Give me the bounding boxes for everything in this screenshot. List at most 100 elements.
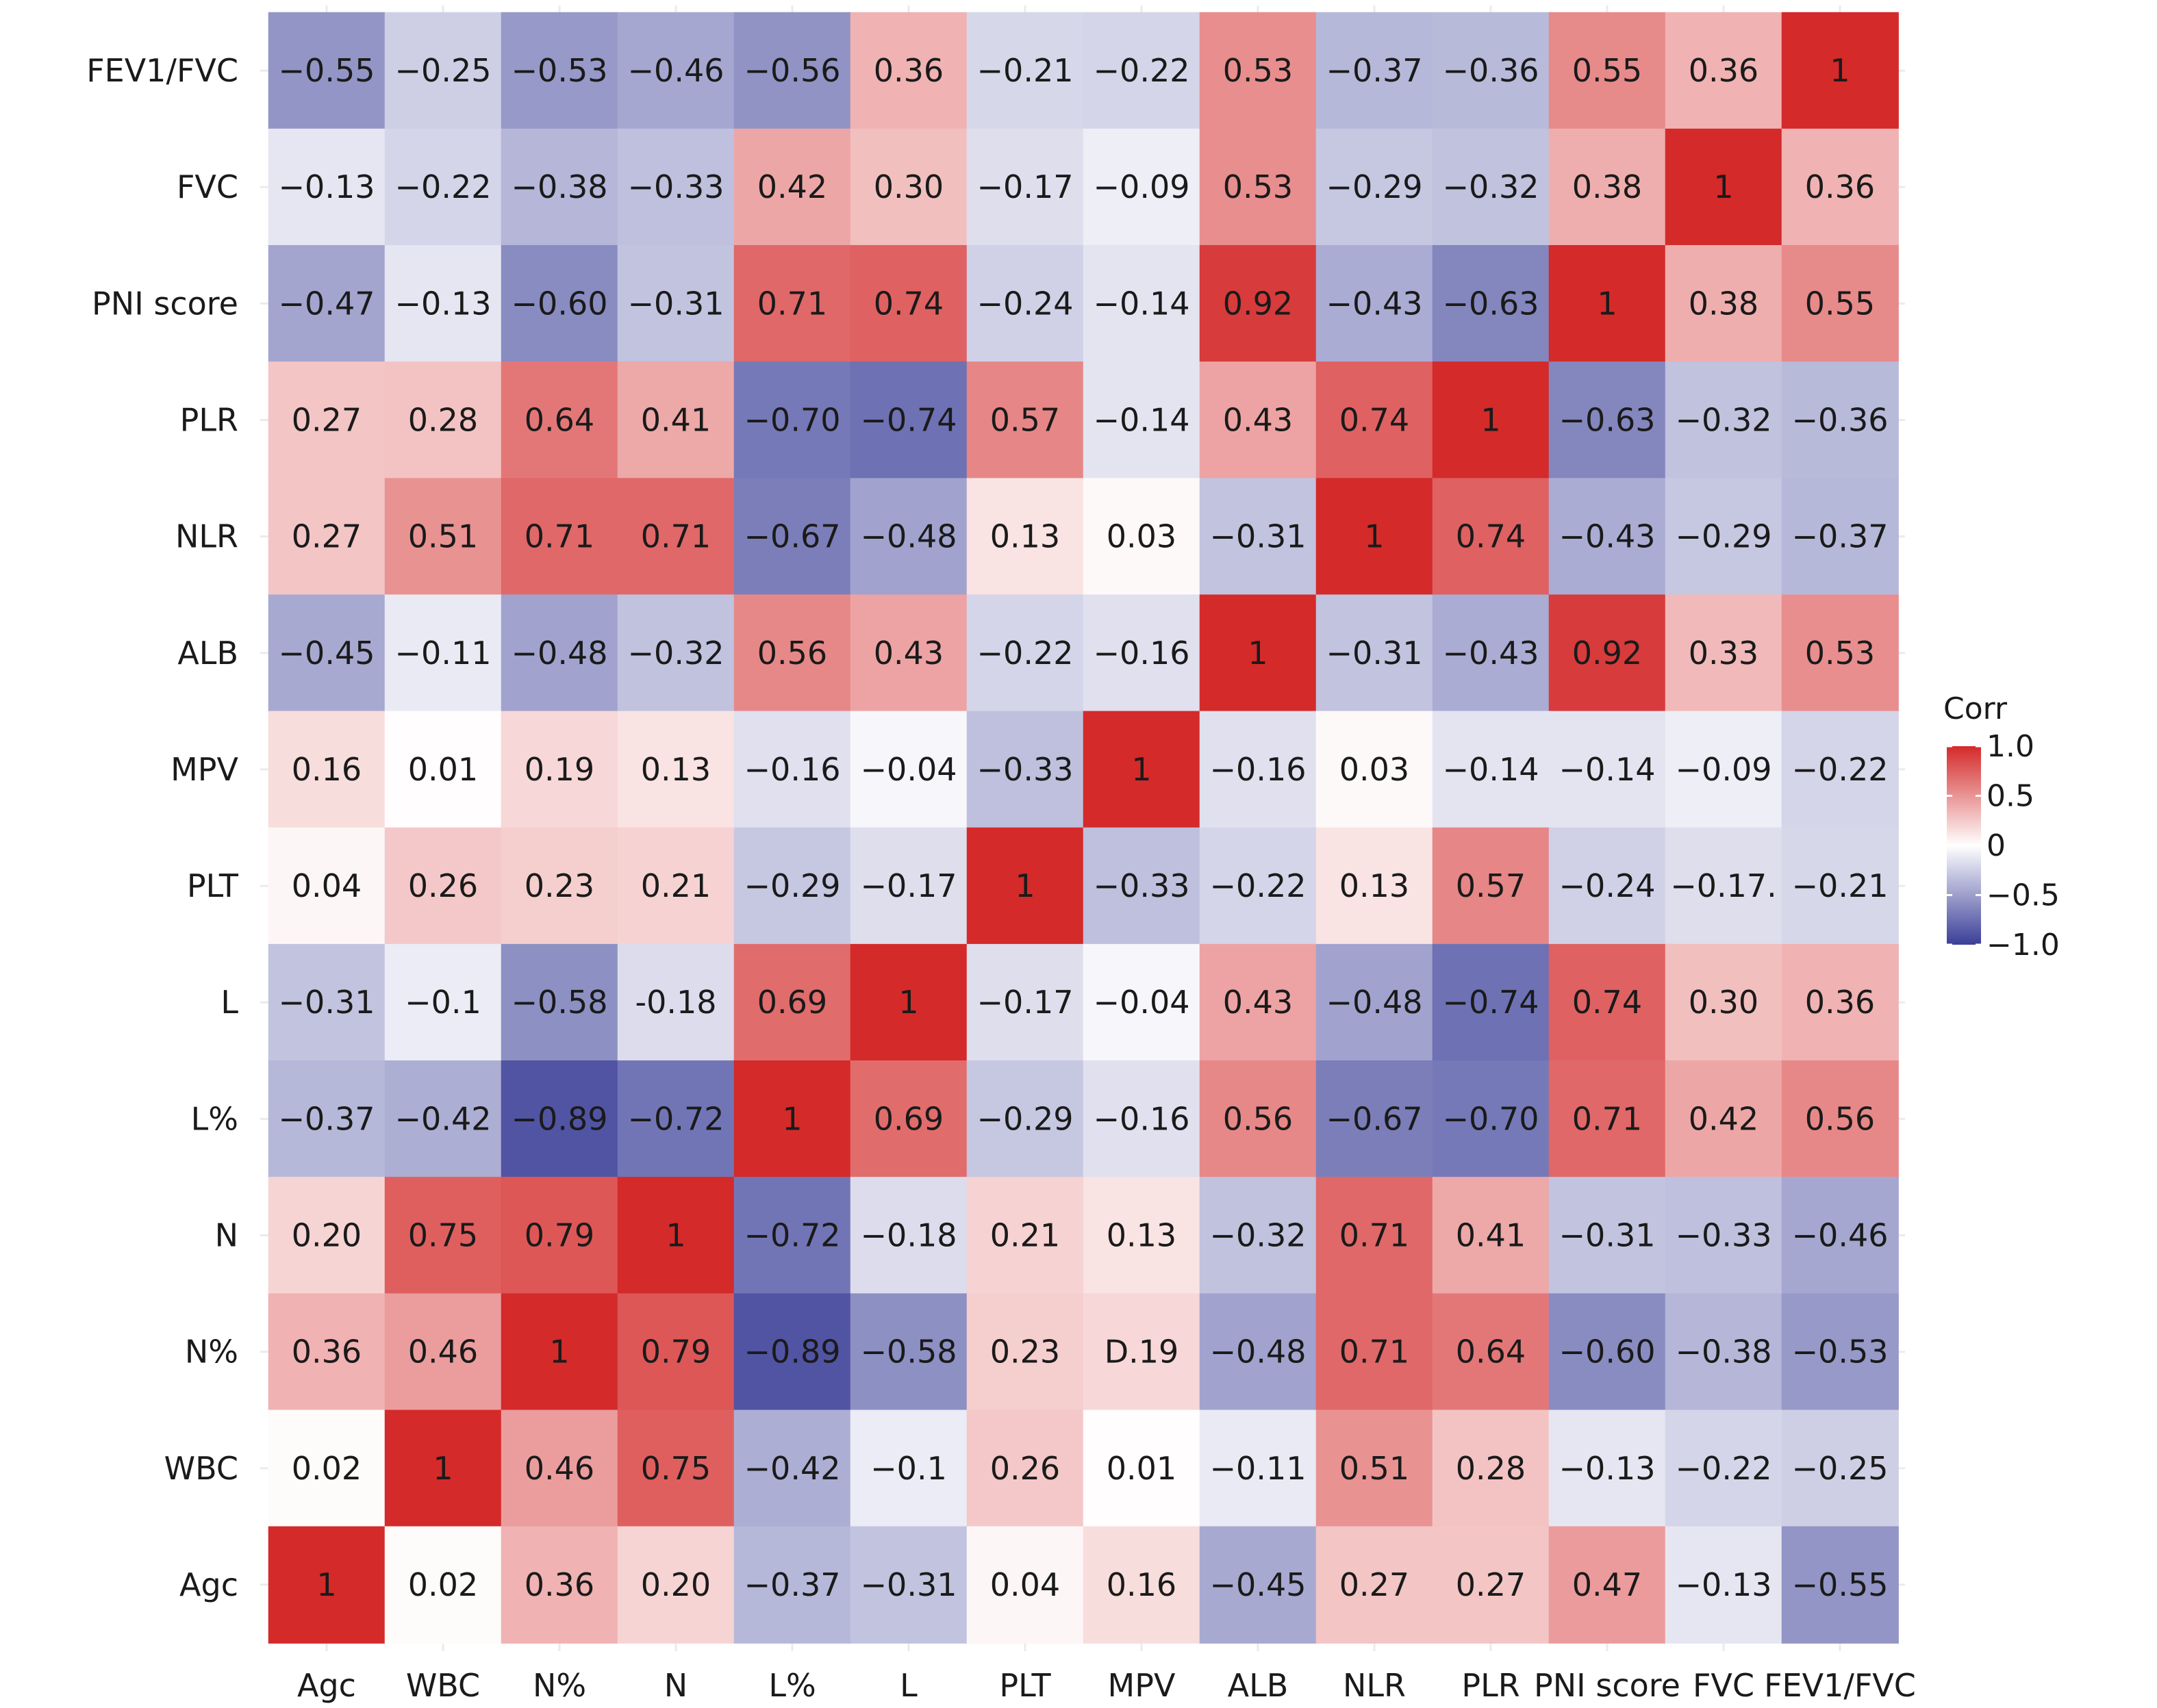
cell-value-label: −0.48	[1210, 1334, 1307, 1371]
heatmap-cell	[1315, 361, 1433, 479]
x-axis-tick-label: MPV	[1108, 1667, 1176, 1704]
cell-value-label: 0.57	[1456, 867, 1526, 904]
heatmap-cell	[268, 594, 386, 712]
cell-value-label: 1	[1830, 52, 1850, 89]
heatmap-cell	[501, 12, 618, 129]
heatmap-cell	[733, 594, 851, 712]
cell-value-label: −0.22	[1792, 751, 1889, 788]
heatmap-cell	[1083, 943, 1200, 1062]
heatmap-cell	[617, 827, 735, 945]
x-axis-tick-label: L	[900, 1667, 918, 1704]
cell-value-label: −0.24	[1559, 867, 1656, 904]
cell-value-label: −0.70	[1443, 1100, 1539, 1137]
heatmap-cell	[268, 1060, 386, 1178]
heatmap-cell	[1083, 1177, 1200, 1295]
heatmap-cell	[1665, 128, 1782, 246]
heatmap-cell	[1781, 1177, 1899, 1295]
cell-value-label: −0.04	[861, 751, 957, 788]
heatmap-cell	[1199, 245, 1317, 363]
cell-value-label: −0.38	[1676, 1334, 1772, 1371]
cell-value-label: 0.01	[408, 751, 478, 788]
cell-value-label: −0.33	[977, 751, 1074, 788]
x-axis-tick-label: L%	[768, 1667, 816, 1704]
cell-value-label: −0.32	[628, 635, 724, 672]
legend-ticks: 1.0 0.5 0 −0.5 −1.0	[1947, 729, 2060, 963]
heatmap-cell	[384, 943, 502, 1062]
cell-value-label: 0.71	[1339, 1217, 1409, 1254]
cell-value-label: −0.31	[861, 1566, 957, 1603]
cell-value-label: −0.14	[1094, 285, 1190, 322]
heatmap-cell	[850, 943, 968, 1062]
heatmap-cell	[1432, 943, 1550, 1062]
heatmap-cell	[1199, 1526, 1317, 1644]
cell-value-label: 0.74	[1572, 984, 1642, 1021]
heatmap-cell	[268, 12, 386, 129]
cell-value-label: 1	[1015, 867, 1035, 904]
heatmap-cell	[966, 1060, 1084, 1178]
heatmap-cell	[384, 1060, 502, 1178]
heatmap-cell	[733, 478, 851, 596]
heatmap-cell	[617, 12, 735, 129]
heatmap-cell	[1315, 711, 1433, 828]
cell-value-label: −0.43	[1326, 285, 1423, 322]
y-axis-tick-label: N	[215, 1217, 238, 1254]
cell-value-label: 0.46	[525, 1450, 594, 1487]
heatmap-cell	[733, 1060, 851, 1178]
heatmap-cell	[1665, 1526, 1782, 1644]
cell-value-label: 0.71	[525, 518, 594, 555]
legend-colorbar	[1947, 746, 1981, 945]
cell-value-label: −0.29	[1676, 518, 1772, 555]
y-axis-tick-labels: FEV1/FVC FVC PNI score PLR NLR ALB MPV PLT L L% N N…	[86, 52, 239, 1603]
cell-value-label: −0.29	[1326, 168, 1423, 205]
heatmap-cell	[733, 361, 851, 479]
heatmap-cell	[1665, 594, 1782, 712]
cell-value-label: −0.11	[1210, 1450, 1307, 1487]
cell-value-label: −0.36	[1443, 52, 1539, 89]
cell-value-label: 0.75	[641, 1450, 711, 1487]
heatmap-cell	[617, 245, 735, 363]
cell-value-label: −0.22	[1676, 1450, 1772, 1487]
heatmap-cell	[617, 361, 735, 479]
heatmap-cell	[1781, 12, 1899, 129]
heatmap-cell	[1315, 594, 1433, 712]
heatmap-cell	[1199, 711, 1317, 828]
heatmap-cell	[850, 361, 968, 479]
cell-value-label: −0.58	[861, 1334, 957, 1371]
heatmap-cell	[1548, 12, 1666, 129]
cell-value-label: −0.17.	[1670, 867, 1777, 904]
cell-value-label: 0.03	[1107, 518, 1176, 555]
cell-value-label: 0.27	[1339, 1566, 1409, 1603]
cell-value-label: −0.33	[628, 168, 724, 205]
y-axis-tick-label: PLR	[180, 402, 238, 439]
cell-value-label: −0.17	[977, 168, 1074, 205]
cell-value-label: −0.74	[861, 402, 957, 439]
heatmap-cell	[1432, 1293, 1550, 1411]
heatmap-cell	[384, 1293, 502, 1411]
cell-value-label: 1	[1248, 635, 1267, 672]
heatmap-cell	[1432, 1526, 1550, 1644]
heatmap-cell	[733, 1177, 851, 1295]
cell-value-label: 0.38	[1572, 168, 1642, 205]
cell-value-label: −0.22	[1210, 867, 1307, 904]
cell-value-label: 0.38	[1689, 285, 1758, 322]
cell-value-label: D.19	[1105, 1334, 1179, 1371]
legend-tick-label: 0.5	[1986, 779, 2034, 814]
heatmap-cell	[384, 711, 502, 828]
heatmap-cell	[1432, 245, 1550, 363]
cell-value-label: 0.71	[641, 518, 711, 555]
heatmap-cell	[850, 1410, 968, 1527]
cell-value-label: −0.29	[977, 1100, 1074, 1137]
heatmap-cell	[1665, 1293, 1782, 1411]
cell-value-label: −0.63	[1443, 285, 1539, 322]
cell-value-label: −0.45	[279, 635, 375, 672]
heatmap-cell	[1548, 711, 1666, 828]
heatmap-cell	[384, 128, 502, 246]
heatmap-cell	[384, 1177, 502, 1295]
cell-value-label: 1	[433, 1450, 453, 1487]
heatmap-cell	[501, 1177, 618, 1295]
cell-value-label: −0.60	[1559, 1334, 1656, 1371]
heatmap-cell	[617, 711, 735, 828]
y-axis-tick-label: ALB	[177, 635, 238, 672]
cell-value-label: 0.03	[1339, 751, 1409, 788]
